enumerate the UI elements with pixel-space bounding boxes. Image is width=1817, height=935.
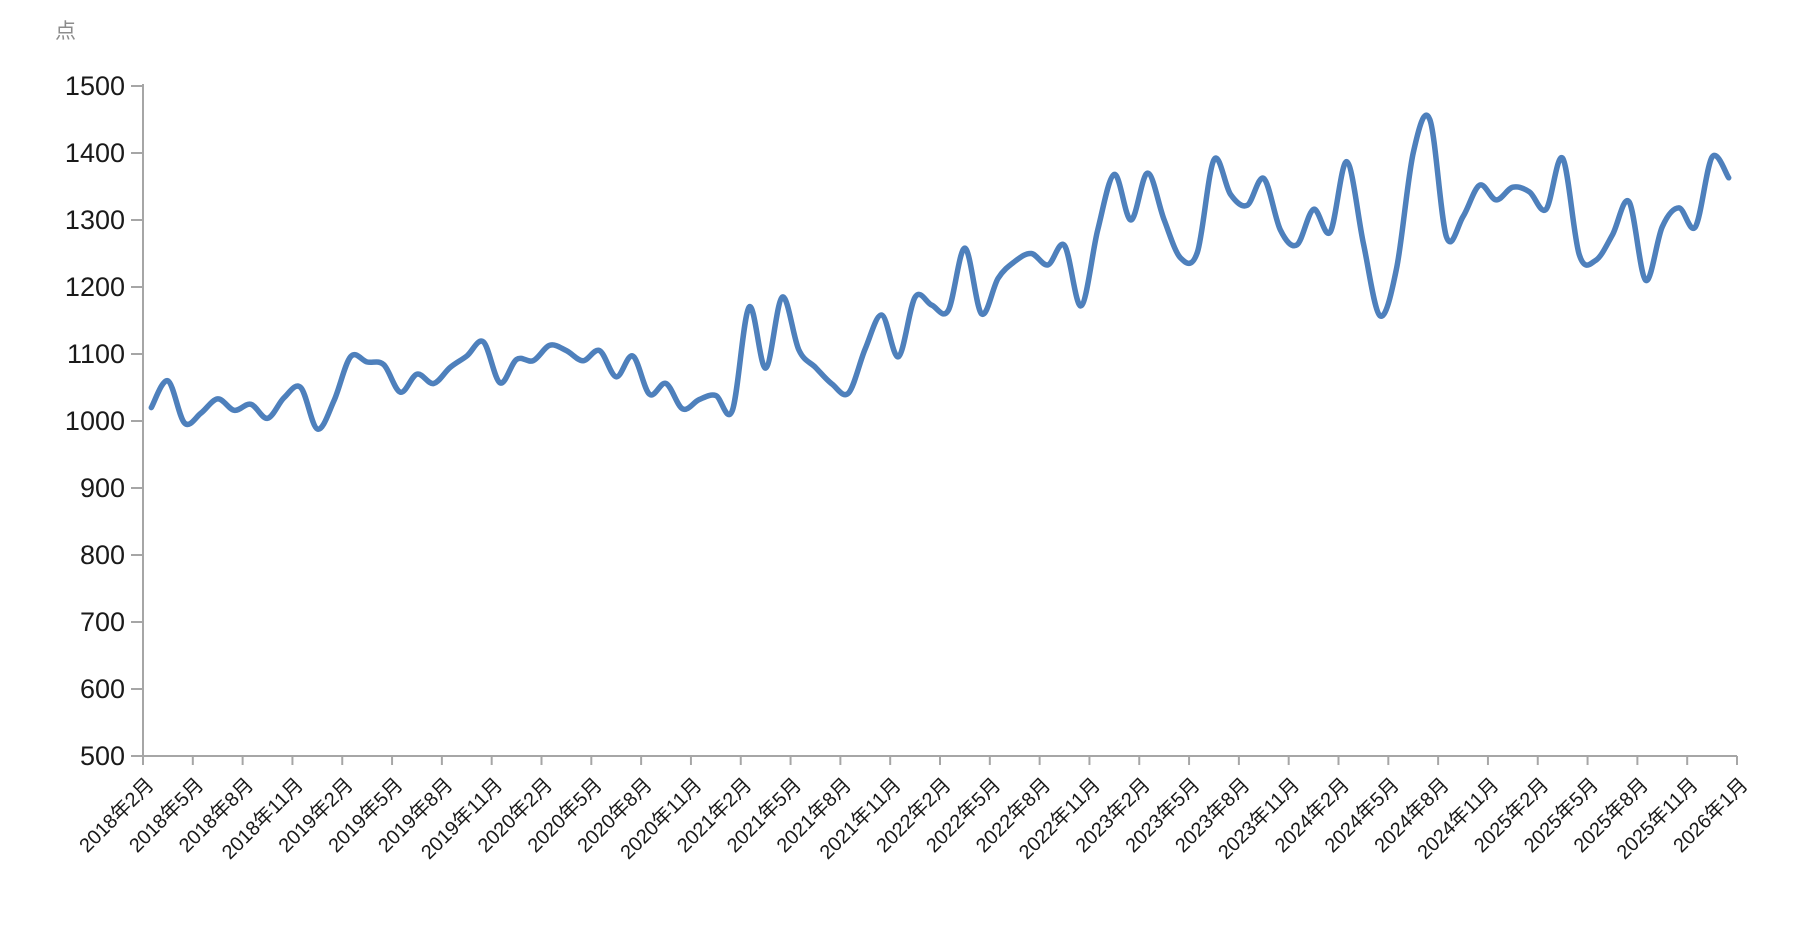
y-tick-label: 1200 — [65, 272, 125, 302]
y-tick-label: 900 — [80, 473, 125, 503]
series-line — [148, 112, 1732, 432]
y-tick-label: 500 — [80, 741, 125, 771]
y-axis-unit-label: 点 — [55, 20, 77, 43]
index-series-path — [148, 112, 1732, 432]
y-tick-label: 1400 — [65, 138, 125, 168]
x-axis: 2018年2月2018年5月2018年8月2018年11月2019年2月2019… — [75, 755, 1753, 864]
y-tick-label: 800 — [80, 540, 125, 570]
y-axis: 500 600 700 800 900 1000 1100 1200 1300 1400 1500 — [65, 71, 144, 771]
y-tick-label: 1500 — [65, 71, 125, 101]
y-tick-label: 1000 — [65, 406, 125, 436]
y-tick-label: 1100 — [67, 339, 125, 369]
y-tick-label: 1300 — [65, 205, 125, 235]
y-tick-label: 600 — [80, 674, 125, 704]
y-tick-label: 700 — [80, 607, 125, 637]
